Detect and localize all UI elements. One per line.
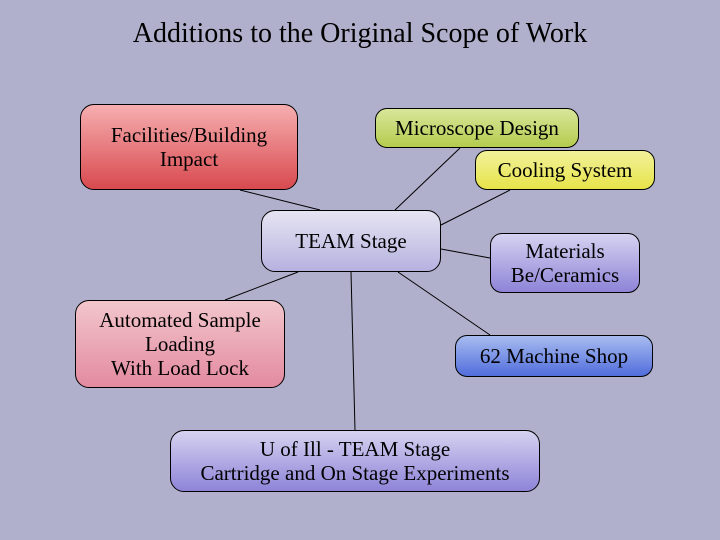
node-facilities: Facilities/Building Impact — [80, 104, 298, 190]
node-microscope: Microscope Design — [375, 108, 579, 148]
node-cooling: Cooling System — [475, 150, 655, 190]
node-machineshop: 62 Machine Shop — [455, 335, 653, 377]
page-title: Additions to the Original Scope of Work — [0, 18, 720, 50]
diagram-canvas: Additions to the Original Scope of Work … — [0, 0, 720, 540]
node-materials: Materials Be/Ceramics — [490, 233, 640, 293]
node-uofill: U of Ill - TEAM Stage Cartridge and On S… — [170, 430, 540, 492]
node-automated: Automated Sample Loading With Load Lock — [75, 300, 285, 388]
node-teamstage: TEAM Stage — [261, 210, 441, 272]
